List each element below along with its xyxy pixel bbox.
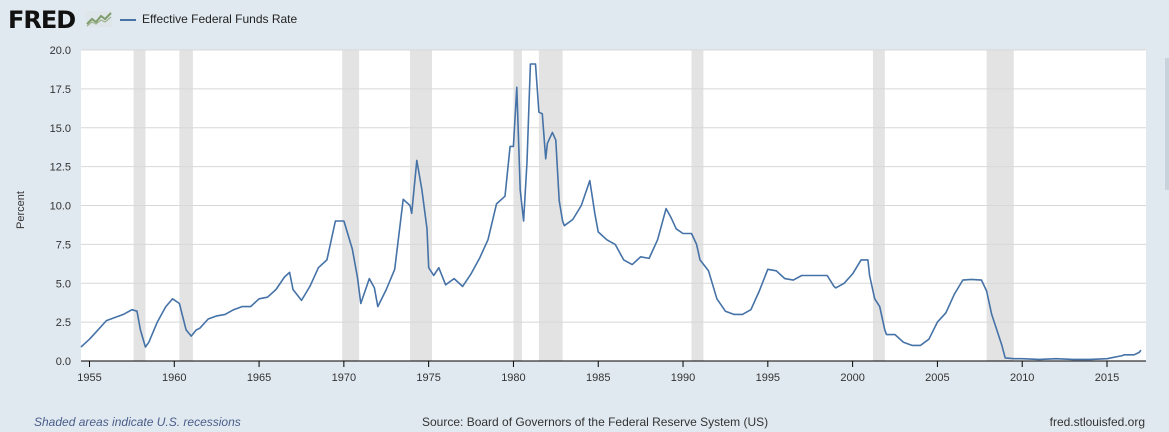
- chart[interactable]: Percent 0.0 2.5 5.0 7.5 10.0 12.5 15.0 17.5 20.0…: [0, 0, 1169, 410]
- chart-header: FRED Effective Federal Funds Rate: [0, 0, 1169, 40]
- x-tick-label: 1990: [671, 372, 695, 384]
- y-tick-label: 10.0: [50, 201, 71, 213]
- x-tick-label: 2010: [1010, 372, 1034, 384]
- y-tick-label: 0.0: [56, 356, 71, 368]
- x-tick-label: 1995: [756, 372, 780, 384]
- x-tick-label: 1985: [586, 372, 610, 384]
- scrollbar[interactable]: [1165, 58, 1169, 190]
- recession-note: Shaded areas indicate U.S. recessions: [34, 415, 241, 429]
- x-axis: 1955 1960 1965 1970 1975 1980 1985 1990 1995 2000…: [77, 361, 1119, 384]
- legend[interactable]: Effective Federal Funds Rate: [120, 12, 297, 26]
- y-tick-label: 5.0: [56, 278, 71, 290]
- source-note: Source: Board of Governors of the Federa…: [422, 415, 769, 429]
- x-tick-label: 1955: [77, 372, 101, 384]
- x-tick-label: 2000: [840, 372, 864, 384]
- x-tick-label: 2015: [1095, 372, 1119, 384]
- y-tick-label: 20.0: [50, 45, 71, 57]
- x-tick-label: 1980: [501, 372, 525, 384]
- fred-logo: FRED: [8, 6, 76, 34]
- x-tick-label: 1975: [416, 372, 440, 384]
- y-tick-label: 7.5: [56, 239, 71, 251]
- y-axis-title: Percent: [15, 191, 27, 229]
- x-tick-label: 1970: [332, 372, 356, 384]
- x-tick-label: 1960: [162, 372, 186, 384]
- line-chart-icon: [86, 11, 112, 27]
- x-tick-label: 1965: [247, 372, 271, 384]
- y-tick-label: 15.0: [50, 123, 71, 135]
- y-tick-label: 2.5: [56, 317, 71, 329]
- y-tick-label: 17.5: [50, 84, 71, 96]
- legend-label: Effective Federal Funds Rate: [142, 12, 298, 26]
- site-link[interactable]: fred.stlouisfed.org: [1049, 415, 1145, 429]
- y-axis: 0.0 2.5 5.0 7.5 10.0 12.5 15.0 17.5 20.0: [50, 45, 71, 368]
- x-tick-label: 2005: [925, 372, 949, 384]
- gridlines: [81, 49, 1146, 323]
- y-tick-label: 12.5: [50, 162, 71, 174]
- series-line-effective-federal-funds-rate[interactable]: [80, 63, 1142, 361]
- legend-swatch: [120, 18, 136, 21]
